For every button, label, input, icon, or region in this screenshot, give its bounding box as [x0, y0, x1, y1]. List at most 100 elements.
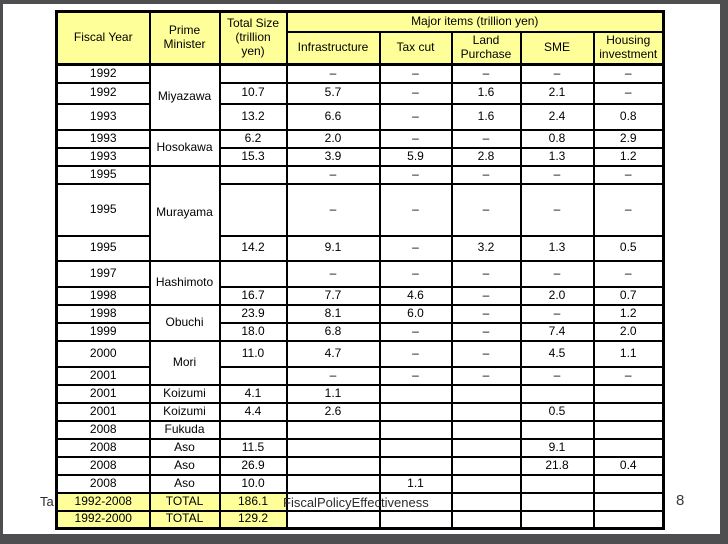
header-land-purchase: Land Purchase [450, 31, 522, 66]
tax-cut-cell: – [378, 102, 453, 131]
tax-cut-cell: – [378, 128, 453, 149]
housing-investment-cell [592, 401, 665, 422]
tax-cut-cell: – [378, 81, 453, 105]
fiscal-year-cell: 1992-2000 [55, 509, 151, 530]
prime-minister-cell: Murayama [148, 164, 221, 262]
infrastructure-cell: 5.7 [285, 81, 381, 105]
tax-cut-cell: 4.6 [378, 285, 453, 306]
housing-investment-cell: – [592, 164, 665, 185]
total-row: 1992-2008 TOTAL 186.1 [55, 491, 665, 512]
sme-cell: 9.1 [519, 437, 595, 458]
sme-cell: 2.0 [519, 285, 595, 306]
land-purchase-cell [450, 509, 522, 530]
total-size-cell [218, 365, 288, 386]
prime-minister-cell: Aso [148, 437, 221, 458]
table-row: 1993 13.2 6.6–1.6 2.4 0.8 [55, 102, 665, 131]
infrastructure-cell: 3.9 [285, 146, 381, 167]
land-purchase-cell: 1.6 [450, 102, 522, 131]
table-row: 1995 Murayama – – – – – [55, 164, 665, 262]
fiscal-year-cell: 2001 [55, 365, 151, 386]
prime-minister-cell: TOTAL [148, 491, 221, 512]
infrastructure-cell: 4.7 [285, 339, 381, 368]
slide-caption: FiscalPolicyEffectiveness [283, 495, 429, 510]
sme-cell [519, 419, 595, 440]
land-purchase-cell: – [450, 285, 522, 306]
header-infrastructure: Infrastructure [285, 31, 381, 66]
land-purchase-cell: – [450, 303, 522, 324]
tax-cut-cell: 6.0 [378, 303, 453, 324]
total-size-cell [218, 164, 288, 185]
land-purchase-cell: 2.8 [450, 146, 522, 167]
fiscal-year-cell: 1997 [55, 259, 151, 288]
land-purchase-cell [450, 419, 522, 440]
slide-caption-fragment: Ta [40, 494, 54, 509]
table-row: 2001 Koizumi 4.1 1.1 [55, 383, 665, 404]
housing-investment-cell: 2.9 [592, 128, 665, 149]
housing-investment-cell [592, 491, 665, 512]
land-purchase-cell: – [450, 63, 522, 84]
total-size-cell: 10.0 [218, 473, 288, 494]
table-row: 2008 Aso 10.0 1.1 [55, 473, 665, 494]
fiscal-year-cell: 2001 [55, 383, 151, 404]
housing-investment-cell: 0.8 [592, 102, 665, 131]
infrastructure-cell: 2.6 [285, 401, 381, 422]
tax-cut-cell: – [378, 339, 453, 368]
sme-cell: – [519, 259, 595, 288]
fiscal-year-cell: 1992 [55, 81, 151, 105]
sme-cell: 2.1 [519, 81, 595, 105]
housing-investment-cell [592, 509, 665, 530]
tax-cut-cell [378, 455, 453, 476]
total-size-cell [218, 259, 288, 288]
prime-minister-cell: Fukuda [148, 419, 221, 440]
total-size-cell: 11.0 [218, 339, 288, 368]
sme-cell: – [519, 164, 595, 185]
fiscal-year-cell: 1995 [55, 164, 151, 185]
infrastructure-cell: 6.8 [285, 321, 381, 342]
total-size-cell: 16.7 [218, 285, 288, 306]
total-size-cell: 15.3 [218, 146, 288, 167]
housing-investment-cell [592, 437, 665, 458]
table-row: 1993 Hosokawa 6.2 2.0– –0.8 2.9 [55, 128, 665, 167]
fiscal-year-cell: 1995 [55, 182, 151, 237]
fiscal-year-cell: 2001 [55, 401, 151, 422]
table-body: 1992 Miyazawa – – – – –1992 10.7 5.7–1.6 2.1–1993… [55, 63, 665, 530]
land-purchase-cell: – [450, 259, 522, 288]
housing-investment-cell: 1.2 [592, 146, 665, 167]
sme-cell: 7.4 [519, 321, 595, 342]
sme-cell [519, 491, 595, 512]
sme-cell: 1.3 [519, 234, 595, 262]
fiscal-year-cell: 2008 [55, 419, 151, 440]
tax-cut-cell [378, 491, 453, 512]
prime-minister-cell: Aso [148, 455, 221, 476]
table-row: 1998 Obuchi 23.9 8.1 6.0– –1.2 [55, 303, 665, 342]
housing-investment-cell: – [592, 182, 665, 237]
sme-cell: – [519, 303, 595, 324]
infrastructure-cell: 2.0 [285, 128, 381, 149]
tax-cut-cell: – [378, 365, 453, 386]
sme-cell: 2.4 [519, 102, 595, 131]
total-size-cell [218, 63, 288, 84]
infrastructure-cell: 9.1 [285, 234, 381, 262]
infrastructure-cell: – [285, 63, 381, 84]
infrastructure-cell: 7.7 [285, 285, 381, 306]
fiscal-year-cell: 1998 [55, 303, 151, 324]
table-row: 1995 14.2 9.1–3.2 1.3 0.5 [55, 234, 665, 262]
table-row: 2000 Mori 11.0 4.7– –4.5 1.1 [55, 339, 665, 386]
table-row: 1992 10.7 5.7–1.6 2.1– [55, 81, 665, 105]
housing-investment-cell: – [592, 259, 665, 288]
fiscal-year-cell: 2000 [55, 339, 151, 368]
prime-minister-cell: Mori [148, 339, 221, 386]
prime-minister-cell: TOTAL [148, 509, 221, 530]
land-purchase-cell [450, 437, 522, 458]
prime-minister-cell: Hashimoto [148, 259, 221, 306]
infrastructure-cell [285, 473, 381, 494]
land-purchase-cell [450, 455, 522, 476]
sme-cell: – [519, 182, 595, 237]
housing-investment-cell [592, 419, 665, 440]
total-size-cell: 14.2 [218, 234, 288, 262]
tax-cut-cell: – [378, 321, 453, 342]
tax-cut-cell [378, 383, 453, 404]
sme-cell: – [519, 365, 595, 386]
land-purchase-cell: – [450, 339, 522, 368]
sme-cell [519, 473, 595, 494]
